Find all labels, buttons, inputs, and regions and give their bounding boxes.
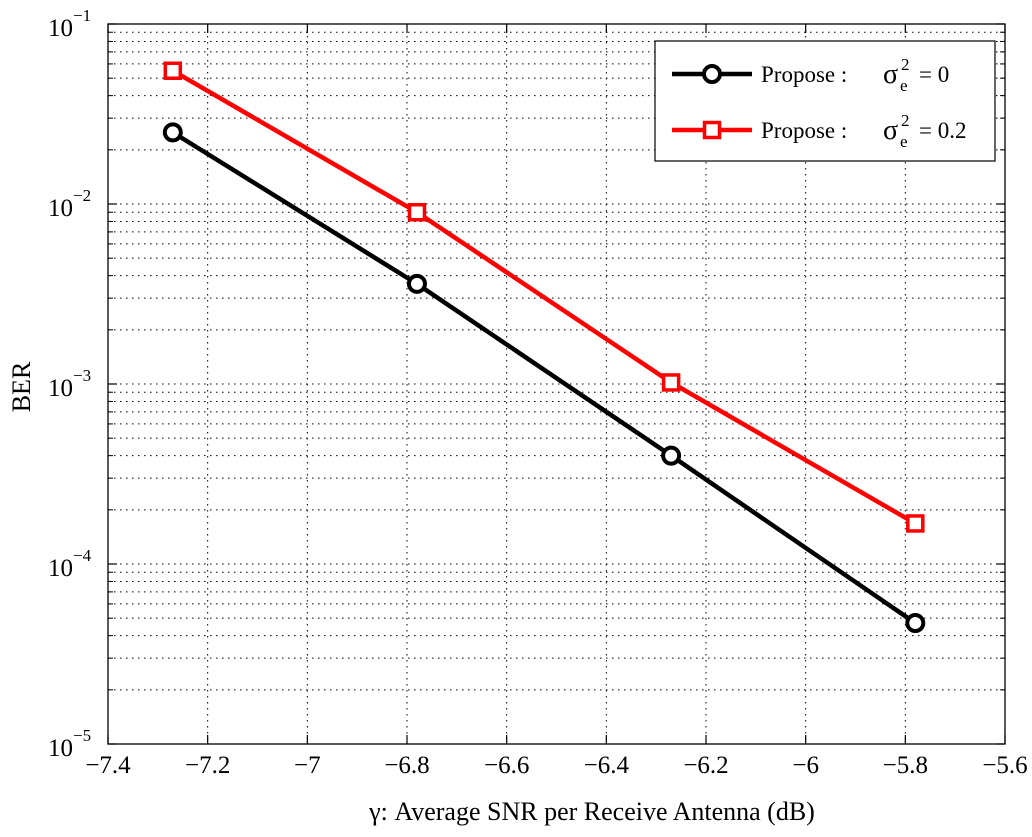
x-tick-label: −6: [792, 752, 819, 779]
legend-sigma: σ: [883, 59, 898, 90]
data-point-square: [906, 514, 925, 533]
x-tick-label: −5.8: [883, 752, 928, 779]
y-tick-exponent: −5: [73, 726, 91, 745]
x-axis-label: γ: Average SNR per Receive Antenna (dB): [368, 797, 815, 826]
series-0: [162, 122, 926, 634]
legend-label: Propose :: [761, 118, 847, 143]
y-tick-exponent: −4: [73, 546, 92, 565]
y-tick-exponent: −1: [73, 6, 91, 25]
x-tick-label: −6.8: [384, 752, 429, 779]
y-tick-label: 10−5: [48, 726, 91, 762]
y-tick-label: 10−4: [48, 546, 92, 582]
legend-sub: e: [900, 76, 908, 95]
legend-value: = 0.2: [919, 118, 966, 143]
y-tick-base: 10: [48, 555, 73, 582]
legend-value: = 0: [919, 62, 949, 87]
y-tick-label: 10−1: [48, 6, 91, 42]
data-point-circle: [905, 613, 926, 634]
y-tick-exponent: −2: [73, 186, 91, 205]
x-tick-label: −6.4: [584, 752, 630, 779]
legend-marker-square: [702, 120, 722, 140]
legend-box: [654, 40, 996, 162]
legend-sup: 2: [901, 111, 910, 130]
legend-entry-0: Propose : σ 2 e = 0: [672, 55, 949, 95]
y-tick-label: 10−3: [48, 366, 91, 402]
x-tick-label: −6.6: [484, 752, 529, 779]
data-point-circle: [661, 445, 682, 466]
data-point-circle: [406, 273, 427, 294]
legend-sigma: σ: [883, 115, 898, 146]
data-point-circle: [162, 122, 183, 143]
series-1: [163, 61, 925, 533]
y-tick-base: 10: [48, 735, 73, 762]
x-tick-label: −7: [294, 752, 321, 779]
y-tick-exponent: −3: [73, 366, 91, 385]
series-layer: [162, 61, 926, 634]
series-line: [171, 130, 917, 625]
x-tick-label: −5.6: [982, 752, 1027, 779]
x-tick-label: −7.2: [185, 752, 230, 779]
legend-entry-1: Propose : σ 2 e = 0.2: [672, 111, 966, 151]
y-tick-base: 10: [48, 15, 73, 42]
y-tick-base: 10: [48, 195, 73, 222]
legend-sub: e: [900, 132, 908, 151]
data-point-square: [407, 202, 427, 222]
y-axis-label: BER: [7, 361, 36, 412]
axis-ticks: −7.4 −7.2 −7 −6.8 −6.6 −6.4 −6.2 −6 −5.8 −5.610−1…: [48, 6, 1028, 779]
series-line: [171, 68, 917, 526]
x-tick-label: −6.2: [683, 752, 728, 779]
legend-sup: 2: [901, 55, 910, 74]
data-point-square: [661, 373, 681, 392]
y-tick-label: 10−2: [48, 186, 91, 222]
y-tick-base: 10: [48, 375, 73, 402]
data-point-square: [163, 61, 183, 80]
legend-marker-circle: [702, 64, 722, 84]
x-tick-label: −7.4: [85, 752, 131, 779]
legend-label: Propose :: [761, 62, 847, 87]
